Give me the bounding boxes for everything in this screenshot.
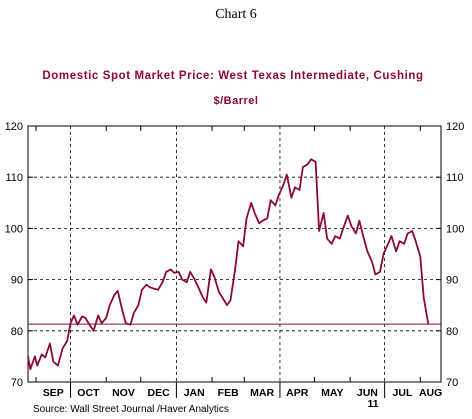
- x-tick-label: AUG: [419, 387, 442, 399]
- axis-ticks: [28, 125, 441, 398]
- x-tick-label: OCT: [77, 387, 100, 399]
- y-tick-label-right: 100: [446, 223, 464, 235]
- y-tick-label-right: 80: [446, 326, 458, 338]
- y-tick-label-left: 110: [5, 172, 23, 184]
- source-note: Source: Wall Street Journal /Haver Analy…: [33, 404, 229, 415]
- y-tick-label-right: 120: [446, 121, 464, 133]
- series-layer: [27, 158, 441, 371]
- x-tick-label: DEC: [147, 387, 170, 399]
- series-line-wti-price: [27, 158, 430, 371]
- x-tick-label: NOV: [112, 387, 135, 399]
- x-tick-label: MAR: [250, 387, 274, 399]
- x-tick-label: JUL: [393, 387, 413, 399]
- y-tick-label-left: 80: [11, 326, 23, 338]
- x-tick-label: FEB: [218, 387, 239, 399]
- axis-labels: 70 70 80 80 90 90 100 100 110 110 120 120 SEP OCT NOV D…: [5, 121, 465, 399]
- year-label: 11: [367, 398, 378, 410]
- x-tick-label: MAY: [321, 387, 343, 399]
- chart-title: Domestic Spot Market Price: West Texas I…: [42, 70, 423, 82]
- y-axis-unit-label: $/Barrel: [214, 95, 259, 107]
- y-tick-label-left: 120: [5, 121, 23, 133]
- x-tick-label: JAN: [184, 387, 205, 399]
- y-tick-label-right: 90: [446, 275, 458, 287]
- y-tick-label-right: 110: [446, 172, 464, 184]
- plot-frame: [27, 125, 442, 383]
- grid: [28, 126, 441, 382]
- y-tick-label-left: 70: [11, 377, 23, 389]
- x-tick-label: SEP: [43, 387, 64, 399]
- chart-caption: Chart 6: [215, 7, 257, 22]
- y-tick-label-left: 100: [5, 223, 23, 235]
- x-tick-label: APR: [286, 387, 309, 399]
- y-tick-label-right: 70: [446, 377, 458, 389]
- x-tick-label: JUN: [357, 387, 378, 399]
- y-tick-label-left: 90: [11, 275, 23, 287]
